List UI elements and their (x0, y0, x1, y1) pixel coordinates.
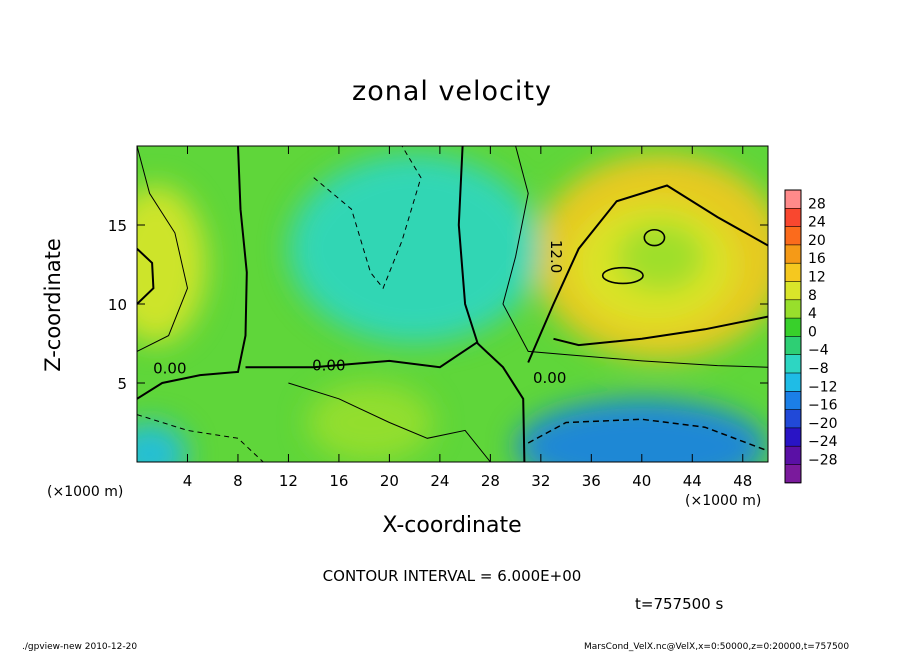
field-shading (137, 153, 768, 462)
contour-line-4 (457, 146, 526, 462)
x-tick-label-36: 36 (582, 472, 601, 490)
colorbar-label-11: −16 (808, 398, 838, 414)
colorbar-label-8: −4 (808, 343, 829, 359)
contour-interval-text: CONTOUR INTERVAL = 6.000E+00 (322, 567, 582, 585)
x-tick-label-28: 28 (481, 472, 500, 490)
colorbar-band-7 (785, 318, 801, 337)
colorbar-band-6 (785, 299, 801, 319)
plot-area (137, 146, 768, 462)
x-tick-label-12: 12 (279, 472, 298, 490)
colorbar-band-14 (785, 446, 801, 465)
field-region-6 (515, 398, 768, 462)
contour-labels: 0.00 0.00 0.00 12.0 (153, 240, 566, 387)
colorbar-label-3: 16 (808, 251, 826, 267)
field-region-3 (137, 185, 207, 344)
colorbar-label-13: −24 (808, 434, 838, 450)
y-tick-label-15: 15 (108, 217, 127, 235)
y-tick-label-5: 5 (117, 375, 127, 393)
time-label: t=757500 s (635, 595, 724, 613)
field-region-4 (307, 383, 434, 462)
x-tick-label-48: 48 (733, 472, 752, 490)
field-region-5 (288, 153, 541, 344)
contour-line-2 (137, 247, 155, 305)
colorbar-band-2 (785, 226, 801, 246)
contour-line-9 (502, 146, 768, 368)
colorbar-band-15 (785, 464, 801, 484)
x-axis-label: X-coordinate (382, 513, 522, 538)
colorbar-label-2: 20 (808, 233, 826, 249)
contour-line-10 (137, 414, 264, 462)
colorbar-band-13 (785, 427, 801, 447)
colorbar-label-7: 0 (808, 324, 817, 340)
x-tick-label-4: 4 (183, 472, 193, 490)
contour-line-1 (553, 315, 768, 347)
x-tick-label-40: 40 (632, 472, 651, 490)
colorbar-band-3 (785, 244, 801, 264)
contour-label-3: 12.0 (547, 240, 565, 273)
colorbar-label-0: 28 (808, 196, 826, 212)
colorbar-band-0 (785, 190, 801, 209)
colorbar-band-8 (785, 336, 801, 356)
x-unit-label-left: (×1000 m) (47, 484, 124, 500)
contour-line-3 (137, 146, 248, 400)
y-tick-label-10: 10 (108, 296, 127, 314)
colorbar-band-9 (785, 354, 801, 374)
chart-title: zonal velocity (352, 76, 552, 107)
colorbar-label-9: −8 (808, 361, 829, 377)
field-region-7 (137, 422, 188, 462)
x-tick-label-44: 44 (683, 472, 702, 490)
closed-contour-1 (601, 266, 644, 285)
contour-line-11 (288, 382, 491, 462)
footer-right-text: MarsCond_VelX.nc@VelX,x=0:50000,z=0:2000… (584, 642, 850, 652)
x-unit-label-right: (×1000 m) (685, 493, 762, 509)
contour-line-0 (527, 184, 768, 363)
x-tick-label-24: 24 (430, 472, 449, 490)
x-tick-label-32: 32 (531, 472, 550, 490)
x-tick-label-8: 8 (233, 472, 243, 490)
footer-left-text: ./gpview-new 2010-12-20 (22, 642, 138, 652)
colorbar-label-12: −20 (808, 416, 838, 432)
colorbar-band-1 (785, 208, 801, 228)
contour-line-5 (245, 341, 479, 369)
colorbar-label-5: 8 (808, 288, 817, 304)
contour-label-2: 0.00 (533, 369, 566, 387)
field-region-2 (616, 221, 705, 292)
contour-line-7 (313, 146, 422, 290)
colorbar-band-10 (785, 373, 801, 392)
contour-label-0: 0.00 (153, 360, 186, 378)
colorbar-band-5 (785, 281, 801, 301)
x-tick-label-16: 16 (329, 472, 348, 490)
y-axis-ticks: 5 10 15 (108, 217, 768, 393)
colorbar-label-6: 4 (808, 306, 817, 322)
contour-line-6 (527, 418, 768, 452)
colorbar-band-12 (785, 409, 801, 429)
x-axis-ticks: 4 8 12 16 20 24 28 32 36 40 44 48 (183, 146, 752, 490)
closed-contour-0 (643, 228, 666, 247)
contour-line-8 (137, 146, 189, 352)
contour-lines (137, 146, 768, 462)
colorbar-label-14: −28 (808, 453, 838, 469)
colorbar-label-4: 12 (808, 270, 826, 286)
contour-label-1: 0.00 (312, 356, 345, 374)
colorbar-band-4 (785, 263, 801, 282)
colorbar-label-1: 24 (808, 215, 826, 231)
x-tick-label-20: 20 (380, 472, 399, 490)
colorbar-label-10: −12 (808, 379, 838, 395)
colorbar: 28 24 20 16 12 8 4 0 −4 −8 −12 −16 −20 −24 −28 (784, 189, 838, 484)
colorbar-band-11 (785, 391, 801, 411)
